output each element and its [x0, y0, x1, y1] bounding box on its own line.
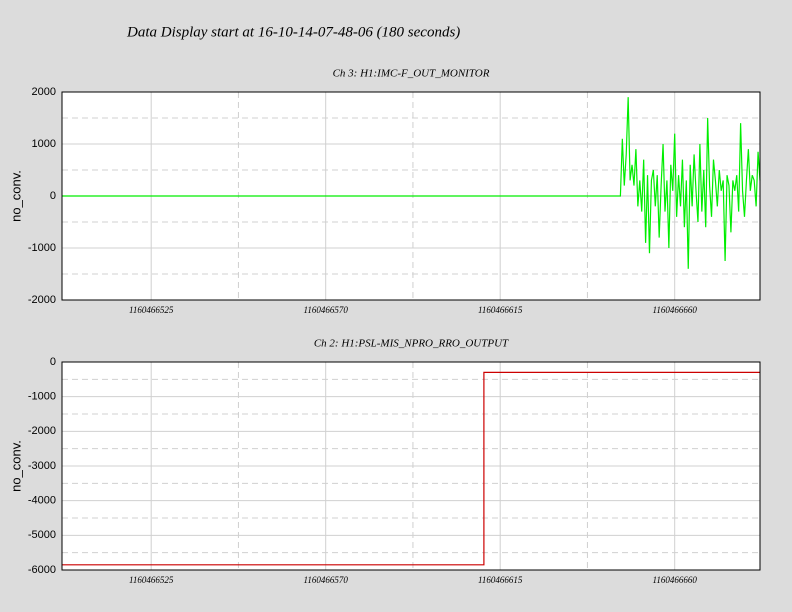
x-tick-label: 1160466660 — [653, 575, 698, 585]
x-tick-label: 1160466570 — [304, 575, 349, 585]
y-tick-label: 0 — [50, 356, 56, 368]
y-tick-label: -5000 — [28, 529, 56, 541]
y-tick-label: 2000 — [32, 86, 56, 98]
chart-title: Ch 3: H1:IMC-F_OUT_MONITOR — [333, 68, 490, 80]
x-tick-label: 1160466660 — [653, 305, 698, 315]
plot-border — [61, 91, 761, 301]
y-tick-label: -1000 — [28, 242, 56, 254]
data-line — [62, 371, 760, 566]
y-axis-label: no_conv. — [8, 170, 23, 222]
x-tick-label: 1160466615 — [478, 305, 523, 315]
data-line — [62, 97, 761, 269]
page-title: Data Display start at 16-10-14-07-48-06 … — [126, 24, 460, 40]
plot-border — [61, 361, 761, 571]
y-tick-label: 1000 — [32, 138, 56, 150]
y-tick-label: -4000 — [28, 495, 56, 507]
y-tick-label: -3000 — [28, 460, 56, 472]
y-axis-label: no_conv. — [8, 440, 23, 492]
y-tick-label: -2000 — [28, 294, 56, 306]
y-tick-label: 0 — [50, 190, 56, 202]
y-tick-label: -1000 — [28, 391, 56, 403]
x-tick-label: 1160466615 — [478, 575, 523, 585]
x-tick-label: 1160466525 — [129, 305, 174, 315]
chart-title: Ch 2: H1:PSL-MIS_NPRO_RRO_OUTPUT — [314, 338, 509, 350]
x-tick-label: 1160466525 — [129, 575, 174, 585]
y-tick-label: -2000 — [28, 425, 56, 437]
x-tick-label: 1160466570 — [304, 305, 349, 315]
y-tick-label: -6000 — [28, 564, 56, 576]
